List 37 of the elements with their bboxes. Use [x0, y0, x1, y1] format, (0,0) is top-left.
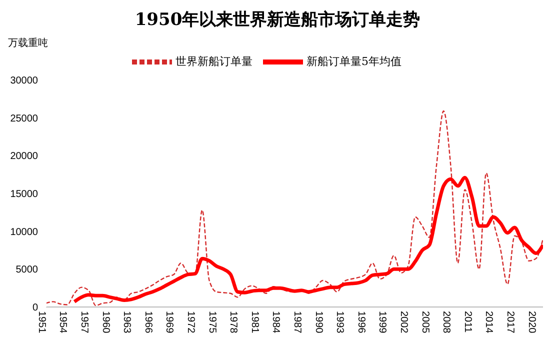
x-tick-label: 1984	[270, 311, 282, 334]
x-tick-label: 1969	[164, 311, 175, 334]
x-tick-label: 1987	[292, 311, 302, 334]
x-tick-label: 1960	[100, 311, 111, 334]
y-tick-label: 5000	[16, 264, 38, 276]
x-tick-label: 1990	[312, 311, 324, 334]
y-tick-label: 30000	[10, 76, 38, 87]
x-tick-label: 1963	[121, 311, 132, 334]
legend-label: 新船订单量5年均值	[306, 54, 402, 68]
x-tick-label: 1972	[185, 311, 196, 334]
y-tick-label: 0	[32, 302, 38, 314]
x-tick-label: 2014	[483, 311, 494, 334]
x-tick-label: 1951	[36, 311, 47, 334]
line-series	[46, 110, 543, 306]
x-tick-label: 1978	[228, 311, 239, 334]
y-tick-label: 10000	[10, 226, 38, 238]
x-tick-label: 1957	[78, 311, 90, 334]
y-tick-label: 25000	[10, 113, 38, 124]
x-tick-label: 1966	[142, 311, 154, 334]
x-tick-label: 1996	[355, 311, 366, 334]
line-series	[72, 176, 543, 304]
x-tick-label: 2008	[440, 311, 452, 334]
x-tick-label: 1954	[57, 311, 68, 334]
y-tick-label: 20000	[10, 151, 38, 162]
y-tick-label: 15000	[10, 189, 38, 200]
x-tick-label: 2017	[504, 311, 516, 334]
x-tick-label: 2005	[419, 311, 430, 334]
x-tick-label: 1999	[376, 311, 388, 334]
x-tick-label: 1975	[206, 311, 218, 334]
x-tick-label: 2002	[398, 311, 409, 334]
x-tick-label: 1981	[248, 311, 260, 334]
x-tick-label: 2011	[462, 311, 473, 333]
legend-label: 世界新船订单量	[176, 54, 252, 68]
x-tick-label: 2020	[526, 311, 537, 334]
chart-title: 1950年以来世界新造船市场订单走势	[134, 9, 422, 31]
y-axis-title: 万载重吨	[8, 36, 48, 50]
x-tick-label: 1993	[334, 311, 346, 334]
